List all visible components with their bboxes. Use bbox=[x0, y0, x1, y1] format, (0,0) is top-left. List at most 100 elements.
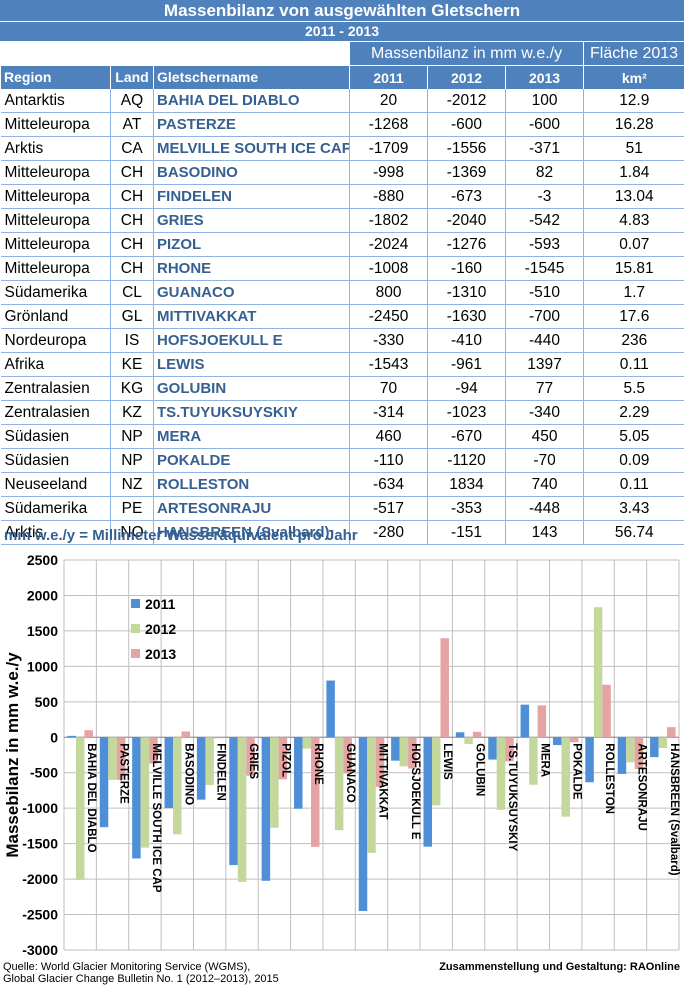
y-tick-label: 2000 bbox=[27, 587, 58, 603]
glacier-name-cell: HANSBREEN (Svalbard) bbox=[152, 520, 350, 545]
region-cell: Nordeuropa bbox=[0, 328, 111, 353]
mass-2013-cell: -600 bbox=[505, 112, 584, 137]
category-label: HOFSJOEKULL E bbox=[409, 743, 421, 840]
category-label: MELVILLE SOUTH ICE CAP bbox=[150, 743, 162, 893]
glacier-table: Massenbilanz in mm w.e./y Fläche 2013 Re… bbox=[0, 41, 684, 545]
bar-2012 bbox=[367, 737, 376, 853]
legend-swatch-2013 bbox=[131, 649, 140, 658]
bar-2012 bbox=[302, 737, 312, 749]
mass-2013-cell: -593 bbox=[505, 232, 584, 257]
mass-2011-cell: -1802 bbox=[349, 208, 428, 233]
mass-2011-cell: 70 bbox=[349, 376, 428, 401]
mass-2011-cell: -880 bbox=[349, 184, 428, 209]
area-cell: 17.6 bbox=[583, 304, 684, 329]
bar-2013 bbox=[343, 737, 352, 774]
table-row: Arktis CA MELVILLE SOUTH ICE CAP -1709 -1556… bbox=[0, 136, 684, 161]
country-code-cell: NP bbox=[110, 448, 154, 473]
category-label: MERA bbox=[538, 743, 550, 777]
mass-2013-cell: -448 bbox=[505, 496, 584, 521]
table-row: Südamerika PE ARTESONRAJU -517 -353 -448 3.43 bbox=[0, 496, 684, 521]
bar-2013 bbox=[213, 737, 223, 739]
bar-2012 bbox=[626, 737, 635, 763]
region-cell: Antarktis bbox=[0, 89, 111, 113]
y-tick-label: 1000 bbox=[27, 658, 58, 674]
mass-2013-cell: -700 bbox=[505, 304, 584, 329]
mass-2012-cell: -2012 bbox=[427, 89, 506, 113]
area-cell: 16.28 bbox=[583, 112, 684, 137]
mass-2013-cell: -542 bbox=[505, 208, 584, 233]
bar-2012 bbox=[108, 737, 117, 780]
region-cell: Südasien bbox=[0, 448, 111, 473]
area-cell: 0.07 bbox=[583, 232, 684, 257]
bar-2012 bbox=[496, 737, 506, 810]
country-code-cell: NO bbox=[110, 520, 154, 545]
bar-2012 bbox=[464, 737, 473, 744]
bar-2012 bbox=[75, 737, 85, 880]
region-cell: Grönland bbox=[0, 304, 111, 329]
glacier-name-cell: GUANACO bbox=[152, 280, 350, 305]
mass-2011-cell: -280 bbox=[349, 520, 428, 545]
category-label: PASTERZE bbox=[118, 743, 130, 804]
glacier-name-cell: GOLUBIN bbox=[152, 376, 350, 401]
bar-2012 bbox=[237, 737, 247, 882]
table-row: Mitteleuropa CH PIZOL -2024 -1276 -593 0.07 bbox=[0, 232, 684, 257]
country-code-cell: KE bbox=[110, 352, 154, 377]
area-cell: 13.04 bbox=[583, 184, 684, 209]
area-cell: 15.81 bbox=[583, 256, 684, 281]
glacier-name-cell: MELVILLE SOUTH ICE CAP bbox=[152, 136, 350, 161]
bar-2013 bbox=[375, 737, 385, 787]
bar-2012 bbox=[140, 737, 150, 848]
bar-2013 bbox=[149, 737, 158, 764]
category-label: RHONE bbox=[312, 743, 324, 785]
country-code-cell: CH bbox=[110, 256, 154, 281]
source-line-1: Quelle: World Glacier Monitoring Service… bbox=[3, 961, 251, 973]
category-label: FINDELEN bbox=[215, 743, 227, 801]
table-row: Nordeuropa IS HOFSJOEKULL E -330 -410 -440 236 bbox=[0, 328, 684, 353]
country-code-cell: KG bbox=[110, 376, 154, 401]
y-tick-label: -3000 bbox=[22, 942, 58, 958]
table-row: Zentralasien KZ TS.TUYUKSUYSKIY -314 -1023 -3… bbox=[0, 400, 684, 425]
area-cell: 12.9 bbox=[583, 89, 684, 113]
category-label: GOLUBIN bbox=[474, 743, 486, 796]
bar-2011 bbox=[520, 704, 530, 738]
mass-2013-cell: 100 bbox=[505, 89, 584, 113]
mass-2013-cell: 77 bbox=[505, 376, 584, 401]
mass-2012-cell: -160 bbox=[427, 256, 506, 281]
region-cell: Zentralasien bbox=[0, 376, 111, 401]
glacier-name-cell: GRIES bbox=[152, 208, 350, 233]
bar-2013 bbox=[408, 737, 417, 769]
mass-2013-cell: -510 bbox=[505, 280, 584, 305]
col-header-region: Region bbox=[0, 65, 111, 89]
country-code-cell: CH bbox=[110, 184, 154, 209]
region-cell: Südamerika bbox=[0, 496, 111, 521]
bar-2011 bbox=[164, 737, 174, 809]
bar-2011 bbox=[99, 737, 109, 828]
source-note: Quelle: World Glacier Monitoring Service… bbox=[3, 961, 279, 985]
region-cell: Arktis bbox=[0, 520, 111, 545]
y-tick-label: -2000 bbox=[22, 871, 58, 887]
bar-2011 bbox=[196, 737, 206, 800]
glacier-name-cell: PIZOL bbox=[152, 232, 350, 257]
unit-caption: mm w.e./y = Millimeter Wasseräquivalent … bbox=[4, 527, 358, 544]
bar-2011 bbox=[358, 737, 368, 911]
mass-2013-cell: 82 bbox=[505, 160, 584, 185]
y-tick-label: -1000 bbox=[22, 800, 58, 816]
area-group-header: Fläche 2013 bbox=[583, 41, 684, 66]
country-code-cell: CH bbox=[110, 160, 154, 185]
legend-label-2012: 2012 bbox=[145, 621, 176, 637]
category-label: GUANACO bbox=[344, 743, 356, 802]
mass-2011-cell: -330 bbox=[349, 328, 428, 353]
table-row: Arktis NO HANSBREEN (Svalbard) -280 -151 143 5… bbox=[0, 520, 684, 545]
col-header-land: Land bbox=[110, 65, 154, 89]
country-code-cell: NZ bbox=[110, 472, 154, 497]
glacier-name-cell: ARTESONRAJU bbox=[152, 496, 350, 521]
bar-2013 bbox=[278, 737, 288, 780]
y-tick-label: 1500 bbox=[27, 623, 58, 639]
table-row: Südasien NP MERA 460 -670 450 5.05 bbox=[0, 424, 684, 449]
category-label: TS.TUYUKSUYSKIY bbox=[506, 743, 518, 851]
bar-2011 bbox=[650, 737, 659, 758]
bar-2012 bbox=[270, 737, 279, 828]
y-tick-label: 2500 bbox=[27, 552, 58, 568]
mass-2013-cell: 450 bbox=[505, 424, 584, 449]
bar-2013 bbox=[505, 737, 514, 762]
